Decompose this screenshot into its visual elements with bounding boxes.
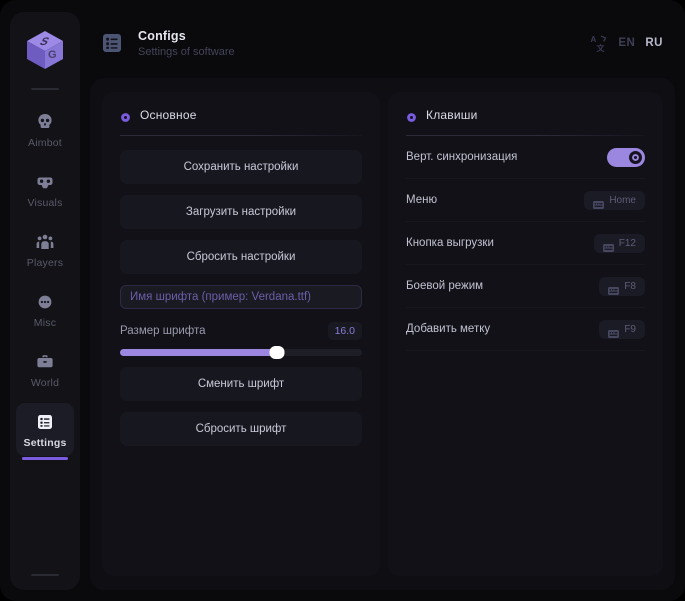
configs-list-icon <box>100 31 124 55</box>
sidebar-item-label: Misc <box>33 317 57 329</box>
svg-text:文: 文 <box>597 43 606 52</box>
keybind-value: F8 <box>624 280 636 292</box>
keybind-value: F12 <box>618 237 636 249</box>
sidebar-item-label: Players <box>26 257 64 269</box>
sidebar-item-aimbot[interactable]: Aimbot <box>16 103 74 156</box>
panel-keys-header: Клавиши <box>406 108 645 122</box>
lang-option-en[interactable]: EN <box>618 37 636 49</box>
change-font-button[interactable]: Сменить шрифт <box>120 367 362 401</box>
sidebar-item-label: World <box>30 377 60 389</box>
row-unload: Кнопка выгрузки F12 <box>406 222 645 265</box>
keybind-value: Home <box>609 194 636 206</box>
row-label: Верт. синхронизация <box>406 151 518 163</box>
gear-dot-icon <box>406 110 417 122</box>
page-title: Configs <box>138 28 186 43</box>
skull-icon <box>35 112 55 132</box>
sidebar-item-label: Aimbot <box>28 137 62 149</box>
reset-font-button[interactable]: Сбросить шрифт <box>120 412 362 446</box>
list-icon <box>35 412 55 432</box>
row-combat-mode: Боевой режим F8 <box>406 265 645 308</box>
font-size-slider[interactable] <box>120 346 362 359</box>
slider-fill <box>120 349 278 356</box>
keyboard-icon <box>593 196 605 209</box>
lang-option-ru[interactable]: RU <box>645 37 663 49</box>
sidebar-item-world[interactable]: World <box>16 343 74 396</box>
load-settings-button[interactable]: Загрузить настройки <box>120 195 362 229</box>
row-add-marker: Добавить метку F9 <box>406 308 645 351</box>
dots-icon <box>35 292 55 312</box>
keybind-menu[interactable]: Home <box>584 190 645 210</box>
save-settings-button[interactable]: Сохранить настройки <box>120 150 362 184</box>
row-label: Кнопка выгрузки <box>406 237 494 249</box>
sidebar-item-visuals[interactable]: Visuals <box>16 163 74 216</box>
app-logo[interactable]: S G <box>21 26 69 74</box>
translate-icon: A 文 <box>590 34 608 53</box>
font-size-row: Размер шрифта 16.0 <box>120 322 362 340</box>
sidebar-item-misc[interactable]: Misc <box>16 283 74 336</box>
row-label: Добавить метку <box>406 323 491 335</box>
svg-text:A: A <box>591 35 597 44</box>
slider-thumb[interactable] <box>269 346 285 359</box>
row-menu: Меню Home <box>406 179 645 222</box>
people-icon <box>35 232 55 252</box>
gear-dot-icon <box>120 110 131 122</box>
goggles-icon <box>35 172 55 192</box>
briefcase-icon <box>35 352 55 372</box>
language-switcher: A 文 EN RU <box>590 34 663 53</box>
keybind-combat-mode[interactable]: F8 <box>599 276 645 296</box>
sidebar-item-settings[interactable]: Settings <box>16 403 74 460</box>
sidebar-item-label: Settings <box>23 437 67 449</box>
row-label: Меню <box>406 194 438 206</box>
toggle-knob <box>629 150 642 164</box>
reset-settings-button[interactable]: Сбросить настройки <box>120 240 362 274</box>
sidebar-divider-bottom <box>31 574 59 576</box>
row-vsync: Верт. синхронизация <box>406 136 645 179</box>
sidebar-item-players[interactable]: Players <box>16 223 74 276</box>
svg-text:G: G <box>48 49 57 61</box>
keybind-unload[interactable]: F12 <box>593 233 645 253</box>
sidebar-divider-top <box>31 88 59 90</box>
panel-general-title: Основное <box>140 108 197 122</box>
font-size-value: 16.0 <box>327 322 362 340</box>
sidebar: S G Aimbot <box>10 12 80 590</box>
row-label: Боевой режим <box>406 280 484 292</box>
cube-logo-icon: S G <box>27 31 63 69</box>
panel-general-header: Основное <box>120 108 362 122</box>
panel-keys-title: Клавиши <box>426 108 478 122</box>
sidebar-item-label: Visuals <box>27 197 63 209</box>
keyboard-icon <box>608 325 620 338</box>
header: Configs Settings of software A 文 EN RU <box>90 12 675 74</box>
panel-general-divider <box>120 135 362 136</box>
vsync-toggle[interactable] <box>607 147 645 167</box>
page-subtitle: Settings of software <box>138 45 235 58</box>
content-area: Основное Сохранить настройки Загрузить н… <box>90 78 675 590</box>
panel-keys-divider <box>406 135 645 136</box>
keybind-add-marker[interactable]: F9 <box>599 319 645 339</box>
font-size-label: Размер шрифта <box>120 325 206 337</box>
keybind-value: F9 <box>624 323 636 335</box>
panel-general: Основное Сохранить настройки Загрузить н… <box>102 92 380 576</box>
keyboard-icon <box>608 282 620 295</box>
keyboard-icon <box>602 239 614 252</box>
font-name-input[interactable] <box>120 285 362 309</box>
panel-keys: Клавиши Верт. синхронизация Меню Home <box>388 92 663 576</box>
